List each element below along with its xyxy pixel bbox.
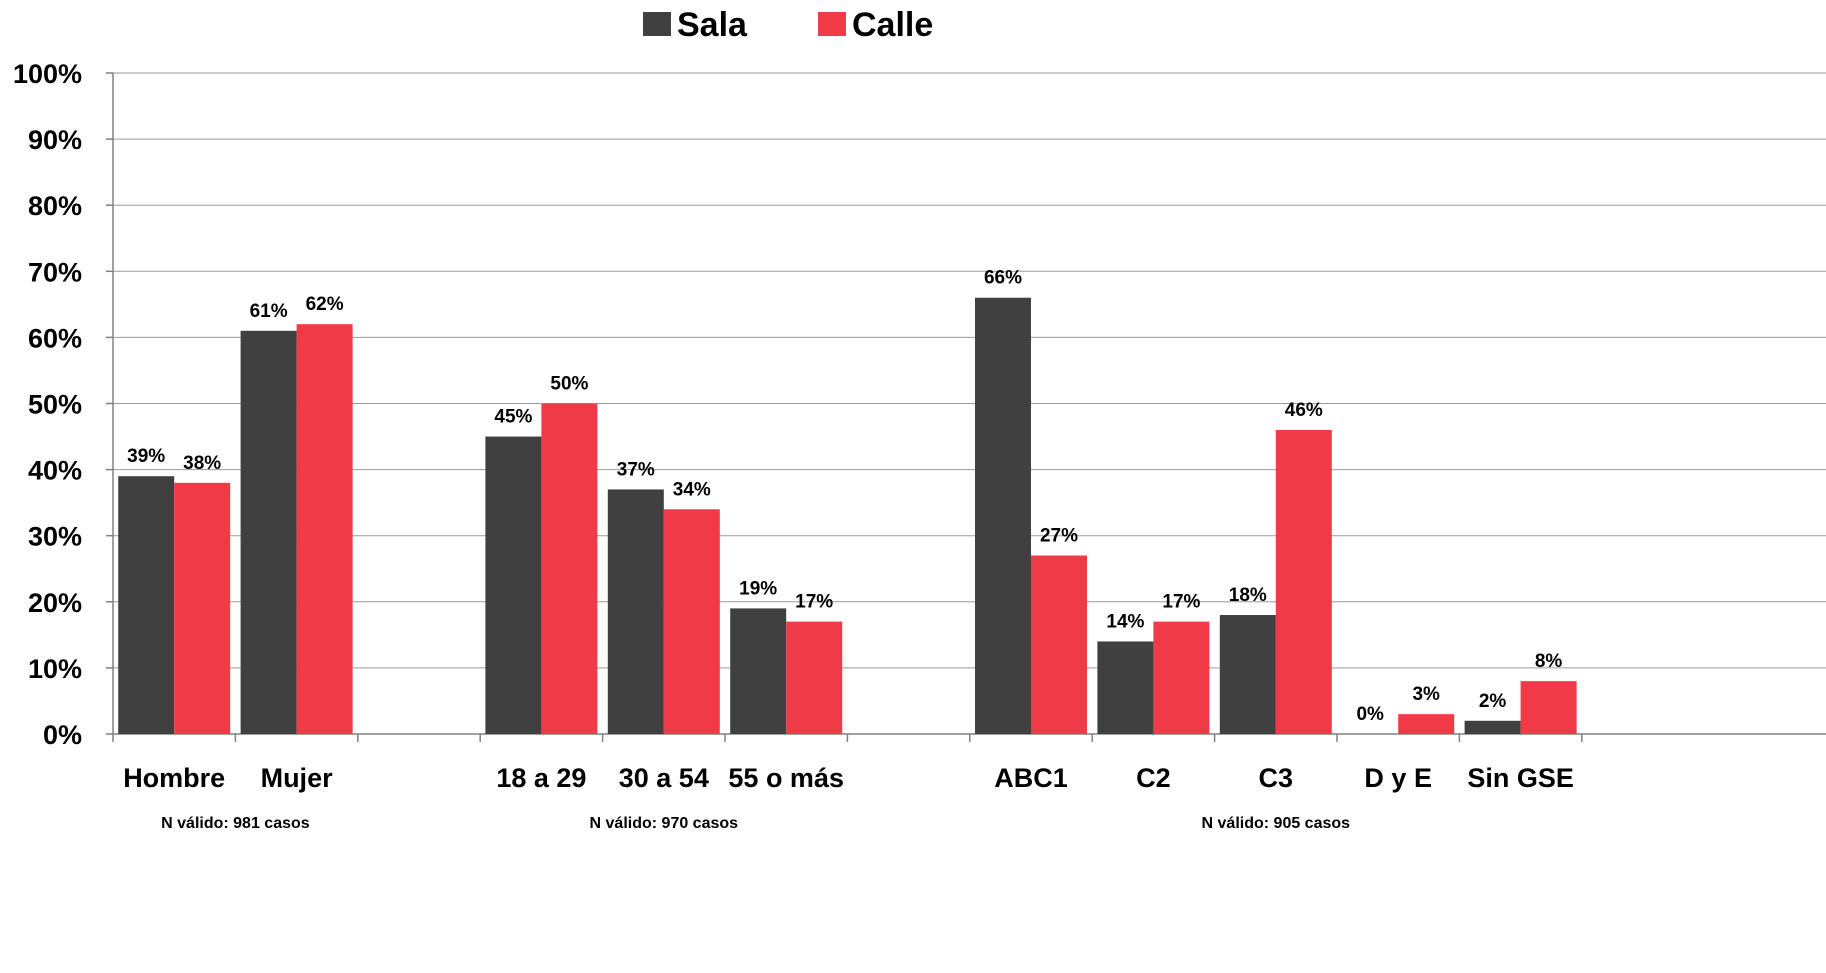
bar-calle <box>1520 681 1577 734</box>
x-tick-label: C3 <box>1259 763 1294 793</box>
bars <box>118 297 1577 734</box>
y-tick-label: 80% <box>28 191 82 221</box>
y-tick-label: 40% <box>28 456 82 486</box>
y-tick-label: 60% <box>28 323 82 353</box>
data-label: 37% <box>617 459 655 480</box>
data-label: 45% <box>494 407 532 428</box>
data-labels: 39% 61% 45% 37% 19% 66% 14% 18% 0% 2% 38% 62% 50% 34%… <box>127 268 1562 725</box>
data-label: 0% <box>1356 704 1384 725</box>
y-tick-label: 30% <box>28 522 82 552</box>
data-label: 17% <box>795 592 833 613</box>
sample-note: N válido: 905 casos <box>1202 815 1351 832</box>
bar-calle <box>1153 621 1210 734</box>
bar-sala <box>240 330 297 734</box>
bar-sala <box>1219 615 1276 734</box>
bar-sala <box>1097 641 1154 734</box>
y-tick-label: 50% <box>28 390 82 420</box>
x-tick-label: ABC1 <box>994 763 1068 793</box>
data-label: 19% <box>739 578 777 599</box>
y-tick-label: 70% <box>28 257 82 287</box>
data-label: 39% <box>127 446 165 467</box>
bar-sala <box>975 297 1031 734</box>
data-label: 66% <box>984 268 1022 289</box>
x-tick-label: D y E <box>1364 763 1432 793</box>
x-tick-label: Sin GSE <box>1467 763 1574 793</box>
sample-note: N válido: 970 casos <box>590 815 739 832</box>
data-label: 62% <box>306 294 344 315</box>
bar-sala <box>485 436 542 734</box>
data-label: 18% <box>1229 585 1267 606</box>
bar-calle <box>541 403 598 734</box>
sample-note: N válido: 981 casos <box>161 815 310 832</box>
bar-sala <box>607 489 664 734</box>
bar-calle <box>786 621 843 734</box>
bar-calle <box>174 482 231 734</box>
bar-sala <box>730 608 787 734</box>
data-label: 17% <box>1162 592 1200 613</box>
data-label: 14% <box>1106 611 1144 632</box>
axes: 0% 10% 20% 30% 40% 50% 60% 70% 80% 90% 100% <box>13 59 1826 750</box>
legend-label: Calle <box>852 6 933 44</box>
data-label: 61% <box>250 301 288 322</box>
x-tick-labels: Hombre Mujer 18 a 29 30 a 54 55 o más ABC1 C2 C… <box>123 763 1574 793</box>
bar-calle <box>1275 429 1332 734</box>
gridlines <box>113 72 1826 669</box>
data-label: 27% <box>1040 526 1078 547</box>
bar-calle <box>1398 714 1455 734</box>
bar-calle <box>663 509 720 734</box>
sample-notes: N válido: 981 casos N válido: 970 casos N … <box>161 815 1350 832</box>
bar-calle <box>296 324 353 734</box>
y-tick-label: 100% <box>13 59 82 89</box>
bar-sala <box>118 476 175 734</box>
y-tick-label: 10% <box>28 654 82 684</box>
x-tick-label: C2 <box>1136 763 1171 793</box>
x-tick-label: Mujer <box>261 763 334 793</box>
bar-calle <box>1031 555 1087 734</box>
data-label: 2% <box>1479 691 1507 712</box>
data-label: 38% <box>183 453 221 474</box>
data-label: 46% <box>1285 400 1323 421</box>
legend: Sala Calle <box>643 6 933 44</box>
legend-swatch-calle <box>818 12 846 36</box>
data-label: 34% <box>673 479 711 500</box>
x-tick-label: Hombre <box>123 763 225 793</box>
data-label: 8% <box>1535 651 1563 672</box>
x-tick-label: 30 a 54 <box>619 763 709 793</box>
bar-sala <box>1464 720 1521 734</box>
legend-label: Sala <box>677 6 748 44</box>
y-tick-label: 20% <box>28 588 82 618</box>
y-tick-label: 0% <box>43 720 82 750</box>
x-tick-label: 18 a 29 <box>496 763 586 793</box>
legend-swatch-sala <box>643 12 671 36</box>
data-label: 3% <box>1412 684 1440 705</box>
y-tick-label: 90% <box>28 125 82 155</box>
x-tick-label: 55 o más <box>728 763 844 793</box>
data-label: 50% <box>550 374 588 395</box>
